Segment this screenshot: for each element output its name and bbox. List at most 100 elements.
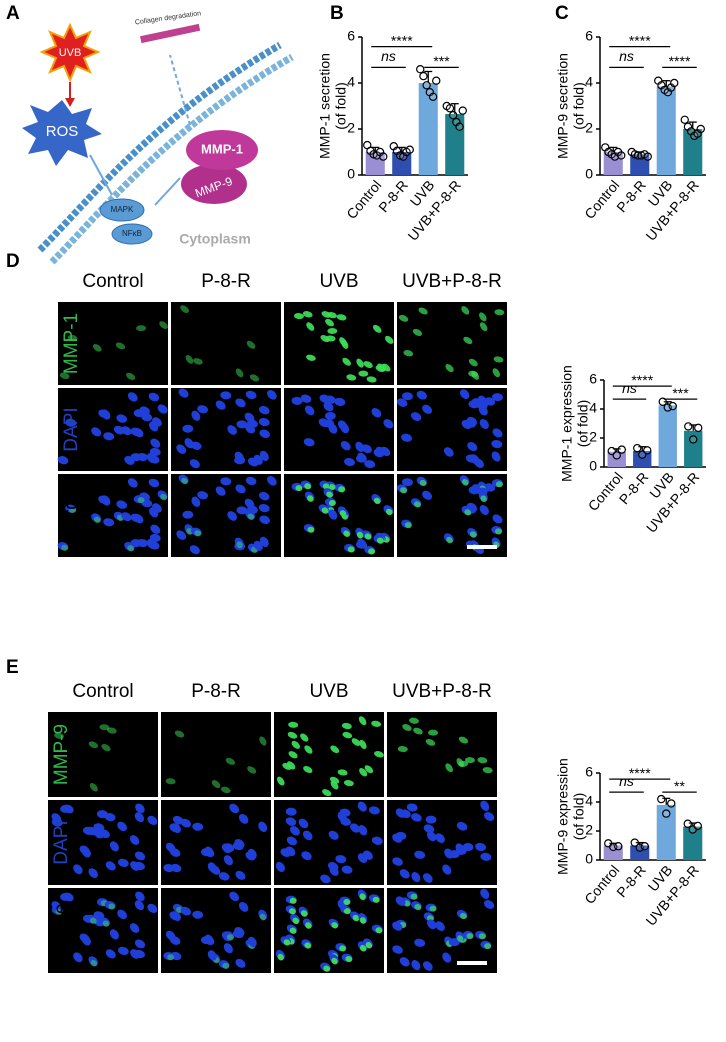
ros-burst — [22, 100, 102, 166]
stain — [67, 334, 78, 342]
nucleus — [435, 921, 445, 931]
micrograph — [396, 388, 507, 471]
nucleus — [223, 855, 233, 866]
stain — [322, 789, 332, 797]
stain — [428, 729, 439, 736]
stain — [307, 495, 314, 502]
y-tick-label: 2 — [585, 120, 593, 136]
nucleus — [73, 864, 83, 875]
stain — [302, 311, 313, 318]
bar — [656, 804, 676, 860]
y-axis-label: MMP-9 secretion — [555, 53, 571, 159]
nucleus — [124, 456, 135, 465]
nucleus — [197, 491, 209, 500]
stain — [259, 736, 267, 746]
stain — [365, 942, 373, 949]
stain — [69, 506, 77, 514]
stain — [375, 927, 383, 934]
nucleus — [234, 839, 245, 849]
diagram-label: ROS — [46, 123, 79, 140]
nucleus — [337, 420, 348, 431]
stain — [88, 741, 99, 749]
micrograph — [274, 888, 384, 973]
nucleus — [483, 900, 495, 909]
stain — [291, 740, 301, 749]
stain — [326, 491, 333, 498]
stain — [165, 778, 176, 785]
nucleus — [411, 959, 421, 971]
micrograph — [284, 302, 394, 385]
nucleus — [267, 476, 277, 486]
nucleus — [425, 815, 437, 824]
panel-label: D — [6, 251, 20, 272]
stain — [429, 905, 437, 912]
nucleus — [103, 432, 115, 441]
stain — [347, 546, 355, 553]
stain — [101, 744, 111, 752]
stain — [358, 716, 367, 726]
nucleus — [245, 390, 257, 400]
data-point — [630, 838, 639, 847]
stain — [322, 483, 330, 490]
nucleus — [373, 448, 385, 458]
stain — [328, 484, 336, 491]
data-point — [694, 423, 703, 433]
stain — [345, 956, 353, 963]
nucleus — [258, 491, 270, 501]
nucleus — [392, 921, 403, 931]
nucleus — [467, 441, 478, 452]
data-point — [684, 422, 693, 431]
nucleus — [339, 808, 351, 817]
nucleus — [422, 490, 433, 500]
diagram: UVB ROS MAPK NFκB MMP-9 MMP-1 Collagen d… — [22, 10, 294, 265]
micrograph — [171, 388, 281, 471]
micrograph — [57, 388, 168, 471]
stain — [492, 368, 501, 378]
stain — [346, 374, 357, 381]
stain — [419, 479, 427, 487]
stain — [181, 477, 188, 485]
nucleus — [455, 843, 465, 854]
micrograph — [284, 388, 394, 471]
nucleus — [258, 417, 270, 427]
stain — [127, 545, 135, 552]
y-axis-label: MMP-9 expression — [555, 758, 571, 875]
nucleus — [335, 855, 347, 864]
error-bar — [662, 797, 671, 805]
nucleus — [117, 858, 129, 868]
nucleus — [176, 530, 187, 540]
stain — [342, 731, 353, 739]
nucleus — [443, 447, 454, 457]
data-point — [662, 809, 671, 818]
nucleus — [136, 453, 148, 462]
stain — [412, 328, 423, 336]
nucleus — [258, 821, 268, 832]
nucleus — [334, 397, 346, 407]
nucleus — [180, 906, 192, 916]
stain — [338, 486, 346, 493]
nucleus — [448, 850, 460, 859]
diagram-label: MMP-1 — [201, 141, 243, 156]
significance-label: ns — [619, 773, 634, 789]
row-label: Merge — [51, 904, 72, 958]
stain — [93, 516, 101, 523]
nucleus — [399, 957, 410, 967]
nucleus — [127, 478, 138, 488]
nucleus — [329, 865, 339, 876]
stain — [418, 307, 428, 315]
stain — [289, 908, 296, 915]
nucleus — [73, 952, 83, 963]
y-axis-label: MMP-1 expression — [559, 365, 575, 482]
nucleus — [286, 836, 298, 846]
nucleus — [190, 441, 202, 450]
data-point — [428, 92, 438, 102]
nucleus — [363, 850, 373, 860]
stain — [320, 334, 330, 343]
nucleus — [147, 903, 158, 914]
nucleus — [235, 398, 246, 408]
stain — [376, 537, 384, 544]
nucleus — [238, 902, 249, 912]
data-point — [612, 451, 621, 460]
x-tick-label: Control — [581, 177, 622, 222]
